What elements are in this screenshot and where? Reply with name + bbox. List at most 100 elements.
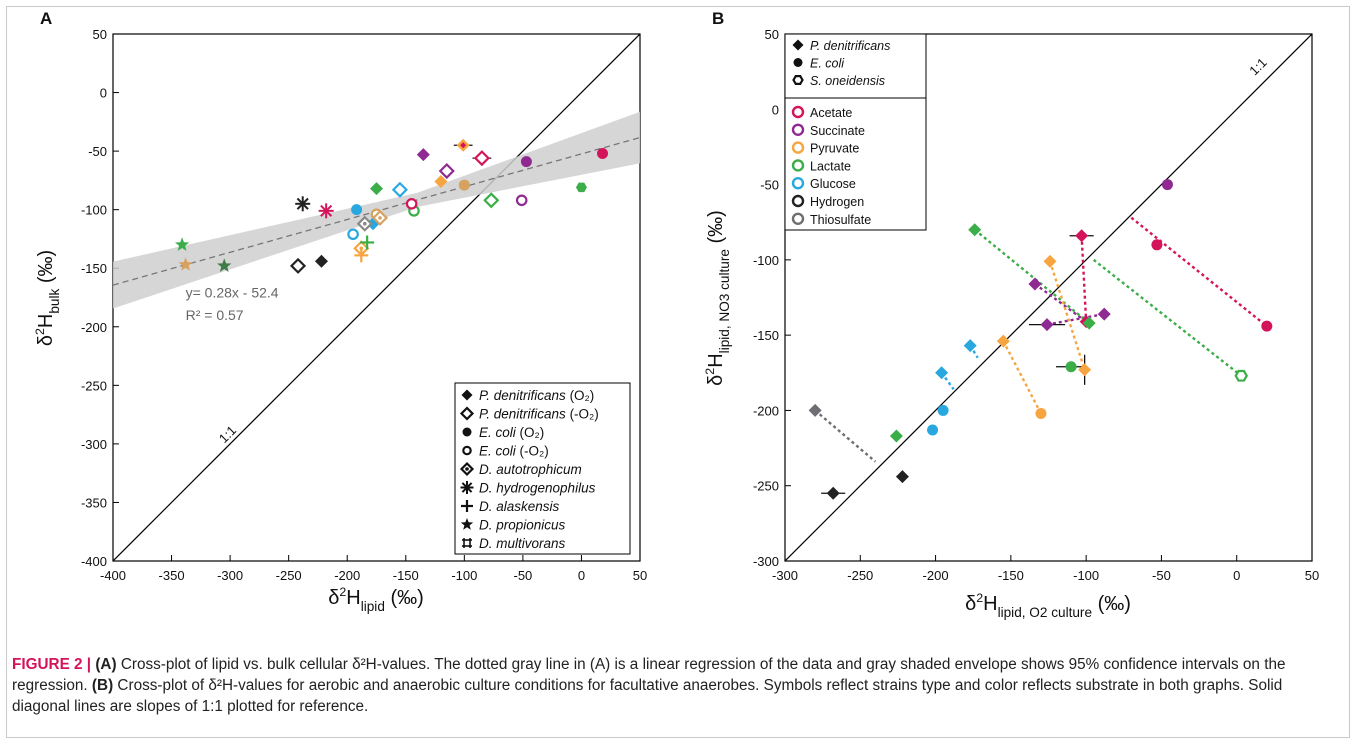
diamond-marker <box>895 470 909 484</box>
figure-canvas: -400 -350 -300 -250 -200 -150 -100 -50 0 50 50 0 -50… <box>33 9 1319 620</box>
figure-caption: FIGURE 2 | (A) Cross-plot of lipid vs. b… <box>12 654 1342 717</box>
y-tick-label: -50 <box>760 178 779 193</box>
legend-strain-name: S. oneidensis <box>810 74 885 88</box>
legend-substrate-swatch <box>791 141 805 154</box>
y-axis-label-b-sub: lipid, NO3 culture <box>717 249 732 353</box>
x-tick-label: 0 <box>578 568 585 583</box>
legend-entry: D. propionicus <box>479 518 566 533</box>
hash-marker <box>462 538 472 548</box>
y-tick-label: 50 <box>93 27 107 42</box>
panel-a-chart: -400 -350 -300 -250 -200 -150 -100 -50 0 50 50 0 -50… <box>33 9 647 614</box>
legend-entry: E. coli (-O₂) <box>479 444 549 459</box>
legend-entry: D. multivorans <box>479 536 566 551</box>
x-tick-label: 50 <box>633 568 647 583</box>
legend-substrate-box <box>784 97 927 231</box>
pair-connector <box>1080 235 1088 322</box>
asterisk-stroke <box>461 482 473 493</box>
pair-connector <box>973 228 1090 325</box>
open-diamond-marker <box>483 192 500 209</box>
diamond-marker <box>808 403 822 417</box>
panel-a-label: A <box>40 9 52 28</box>
diamond-marker <box>1075 229 1089 243</box>
legend-entry-cond: (O₂) <box>516 425 544 440</box>
pair-connector <box>1046 312 1105 326</box>
asterisk-marker <box>460 481 474 494</box>
open-diamond-marker <box>473 150 490 167</box>
diamond-marker <box>434 175 448 189</box>
legend-strain-name: P. denitrificans <box>810 39 890 53</box>
one-to-one-line <box>113 34 640 561</box>
diamond-marker <box>792 39 804 51</box>
star-marker <box>178 257 193 271</box>
y-tick-label: -250 <box>81 378 107 393</box>
pair-connector <box>1130 216 1268 328</box>
diamond-marker <box>826 486 840 500</box>
y-tick-label: -300 <box>753 554 779 569</box>
x-tick-label: -250 <box>847 568 873 583</box>
circle-marker <box>1151 239 1163 251</box>
circle-marker <box>462 427 472 437</box>
y-axis-label-b: δ2Hlipid, NO3 culture (‰) <box>703 210 732 386</box>
pair-connector <box>814 409 877 463</box>
star-marker <box>460 518 474 530</box>
one-to-one-line <box>785 34 1312 561</box>
y-axis-label-b-main: H <box>705 353 727 367</box>
asterisk-marker <box>295 196 311 212</box>
x-axis-label-a: δ2Hlipid (‰) <box>328 585 424 614</box>
panel-b-label: B <box>712 9 724 28</box>
y-tick-label: 0 <box>772 102 779 117</box>
pair-connector <box>1092 258 1242 377</box>
y-axis-label-b-sup: 2 <box>703 368 717 375</box>
open-circle-marker <box>405 198 418 210</box>
circle-marker <box>1161 179 1173 191</box>
legend-entry: D. alaskensis <box>479 499 560 514</box>
x-tick-label: -250 <box>276 568 302 583</box>
pair-connector <box>1048 260 1086 371</box>
legend-substrate-name: Succinate <box>810 124 865 138</box>
legend-substrate-swatch <box>791 159 805 172</box>
plus-marker <box>461 500 473 512</box>
y-axis-label-a-main: H <box>35 314 57 328</box>
y-tick-label: -100 <box>81 203 107 218</box>
diamond-marker <box>314 254 328 268</box>
y-axis-label-a-sup: 2 <box>33 328 47 335</box>
x-axis-label-b-sub: lipid, O2 culture <box>998 605 1092 620</box>
open-circle-marker <box>515 194 528 207</box>
caption-label: FIGURE 2 | <box>12 656 92 673</box>
y-tick-label: -400 <box>81 554 107 569</box>
y-tick-label: -50 <box>88 144 107 159</box>
hexagon-marker <box>575 182 587 193</box>
open-circle-marker <box>462 445 472 456</box>
x-tick-label: -50 <box>1152 568 1171 583</box>
legend-entry: E. coli (O₂) <box>479 425 544 440</box>
x-axis-label-a-main: H <box>346 587 360 609</box>
x-tick-label: -100 <box>1073 568 1099 583</box>
diamond-marker <box>1078 363 1092 377</box>
x-tick-label: -300 <box>217 568 243 583</box>
y-tick-label: -250 <box>753 479 779 494</box>
x-axis-label-a-sup: 2 <box>339 585 346 599</box>
y-axis-label-a-sub: bulk <box>47 289 62 314</box>
diamond-marker <box>1043 254 1057 268</box>
legend-entry: D. autotrophicum <box>479 462 582 477</box>
y-axis-label-a-base: δ <box>35 335 57 346</box>
legend-entry-name: D. hydrogenophilus <box>479 481 596 496</box>
y-axis-label-a: δ2Hbulk (‰) <box>33 250 62 346</box>
plot-area-frame <box>784 33 1313 562</box>
y-tick-label: -200 <box>81 320 107 335</box>
circle-marker <box>793 58 803 67</box>
legend-entry-name: D. multivorans <box>479 536 566 551</box>
x-axis-label-a-sub: lipid <box>361 599 385 614</box>
legend-panel-b: P. denitrificans E. coli S. oneidensis Acet… <box>784 33 927 231</box>
legend-entry-cond: (-O₂) <box>566 407 599 422</box>
legend-substrate-swatch <box>791 176 805 190</box>
legend-entry-name: E. coli <box>479 444 517 459</box>
legend-box <box>454 382 631 555</box>
open-circle-marker <box>347 228 359 241</box>
legend-entry-name: D. propionicus <box>479 518 566 533</box>
legend-strain-name: E. coli <box>810 57 845 71</box>
x-axis-label-b-sup: 2 <box>976 591 983 605</box>
y-tick-label: 0 <box>100 86 107 101</box>
y-axis-label-a-unit: (‰) <box>35 250 57 289</box>
diamond-marker <box>1040 318 1054 332</box>
